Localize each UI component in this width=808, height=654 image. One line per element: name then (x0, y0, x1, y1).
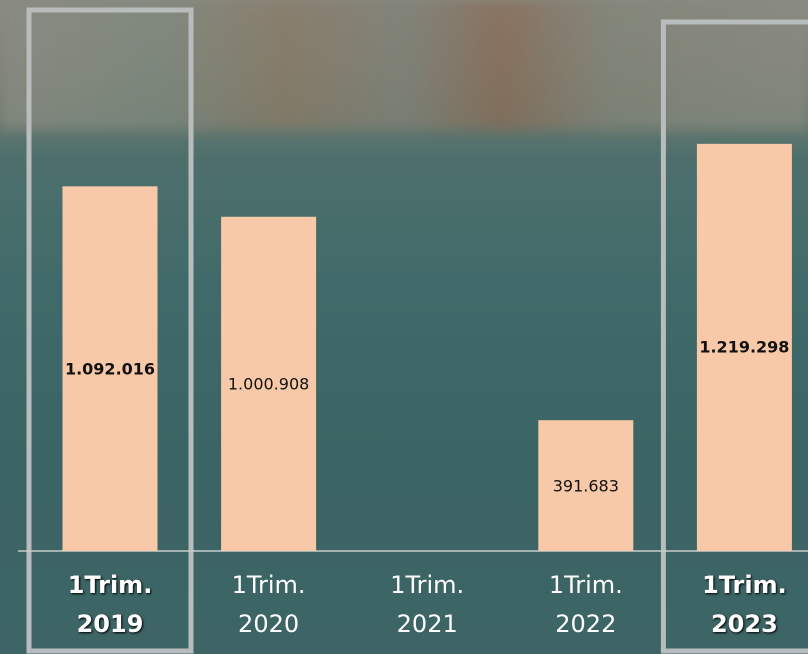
value-label: 1.219.298 (699, 337, 790, 357)
x-tick-label: 1Trim. 2019 (67, 571, 153, 638)
x-tick-label: 1Trim. 2020 (231, 571, 306, 638)
bar (696, 143, 792, 551)
highlight-frame (26, 7, 194, 654)
value-label: 1.000.908 (227, 374, 310, 394)
value-label: 1.092.016 (64, 359, 156, 379)
x-tick-label: 1Trim. 2022 (548, 571, 623, 638)
value-label: 391.683 (552, 476, 619, 496)
x-tick-label: 1Trim. 2023 (702, 571, 787, 638)
x-tick-label: 1Trim. 2021 (390, 571, 465, 638)
highlight-frame (660, 19, 808, 654)
bar (221, 216, 317, 551)
bar (62, 186, 158, 552)
bar (538, 420, 634, 551)
